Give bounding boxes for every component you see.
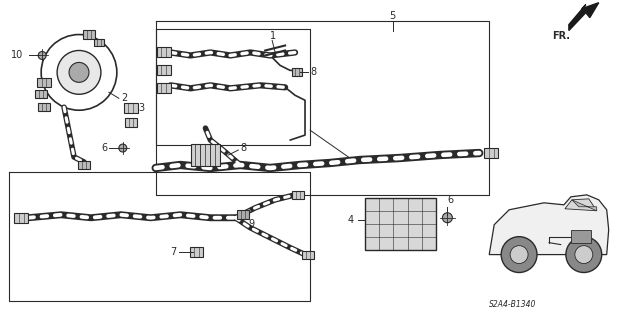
Circle shape — [566, 237, 602, 273]
Circle shape — [501, 237, 537, 273]
Bar — [78, 161, 90, 169]
Bar — [124, 103, 138, 113]
Bar — [157, 83, 171, 93]
Bar — [14, 213, 29, 223]
Bar — [35, 90, 47, 98]
Circle shape — [575, 246, 593, 264]
Text: 4: 4 — [348, 215, 354, 225]
Circle shape — [38, 52, 46, 60]
Bar — [83, 30, 95, 39]
Circle shape — [510, 246, 528, 264]
Bar — [484, 148, 498, 158]
Bar — [292, 191, 304, 199]
Text: S2A4-B1340: S2A4-B1340 — [489, 300, 536, 309]
Bar — [237, 210, 249, 219]
Text: FR.: FR. — [552, 31, 570, 41]
Text: 8: 8 — [241, 143, 246, 153]
Text: 9: 9 — [248, 219, 254, 229]
Text: 10: 10 — [11, 51, 24, 60]
Bar — [190, 247, 203, 257]
Circle shape — [57, 51, 101, 94]
Bar — [292, 68, 302, 76]
Text: 1: 1 — [270, 30, 277, 41]
Bar — [125, 118, 137, 127]
Polygon shape — [565, 199, 596, 211]
Polygon shape — [572, 200, 596, 211]
Bar — [94, 38, 104, 46]
Bar — [157, 65, 171, 76]
Polygon shape — [489, 195, 609, 255]
Text: 3: 3 — [139, 103, 145, 113]
Text: 5: 5 — [389, 11, 396, 20]
Bar — [37, 78, 51, 87]
Circle shape — [119, 144, 127, 152]
Bar — [302, 251, 314, 259]
Text: 7: 7 — [170, 247, 177, 257]
Bar — [38, 103, 50, 111]
Bar — [190, 144, 220, 166]
Text: 2: 2 — [121, 93, 127, 103]
Bar — [365, 198, 436, 250]
Circle shape — [69, 62, 89, 82]
Text: 8: 8 — [310, 68, 316, 77]
Bar — [157, 47, 171, 58]
Text: 6: 6 — [101, 143, 107, 153]
Circle shape — [443, 213, 453, 223]
Polygon shape — [569, 3, 599, 31]
Text: 6: 6 — [448, 195, 453, 205]
Bar — [571, 230, 591, 243]
